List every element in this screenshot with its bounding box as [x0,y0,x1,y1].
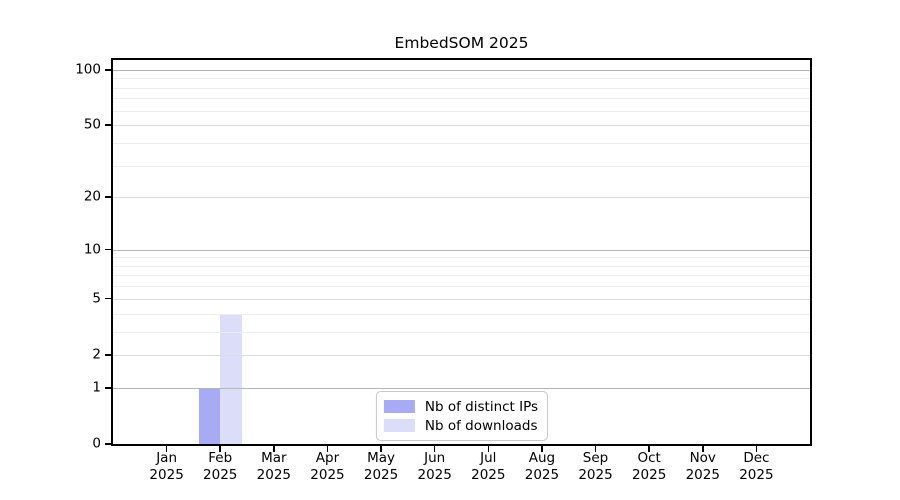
x-tick-month: Apr [315,450,340,466]
gridline [113,387,810,389]
gridline [113,275,810,277]
gridline [113,331,810,333]
x-tick-year: 2025 [471,466,506,483]
gridline [113,69,810,71]
y-tick-label: 50 [83,116,101,133]
x-tick-label: Nov 2025 [663,450,743,483]
y-tick-mark [105,354,113,356]
x-tick-mark [165,446,168,452]
y-tick-mark [105,297,113,300]
x-tick-label: Jun 2025 [395,450,475,483]
x-tick-mark [273,446,275,452]
x-tick-year: 2025 [685,466,720,483]
gridline [113,354,810,356]
x-tick-label: Jul 2025 [448,450,528,483]
x-tick-month: Jun [424,450,446,466]
gridline [113,87,810,89]
legend-label: Nb of downloads [424,417,538,434]
x-tick-month: Oct [637,450,661,466]
x-tick-label: Jan 2025 [127,450,207,483]
legend-swatch-distinct-ips [383,400,415,413]
gridline [113,78,810,80]
x-tick-label: Oct 2025 [609,450,689,483]
gridline [113,197,810,199]
x-tick-mark [755,446,758,452]
x-tick-month: Nov [689,450,716,466]
x-tick-year: 2025 [149,466,184,483]
gridline [113,298,810,300]
gridline [113,286,810,288]
x-tick-year: 2025 [256,466,292,483]
x-tick-mark [594,446,597,452]
x-tick-mark [648,446,650,452]
x-tick-label: Dec 2025 [716,450,796,483]
chart-title: EmbedSOM 2025 [394,34,529,52]
x-tick-month: Jan [156,450,178,466]
x-tick-year: 2025 [203,466,238,483]
x-tick-label: Sep 2025 [556,450,636,483]
gridline [113,98,810,100]
y-tick-label: 1 [92,379,101,396]
y-tick-mark [105,248,113,251]
gridline [113,313,810,315]
x-tick-month: Jul [480,450,497,466]
gridline [113,110,810,112]
gridline [113,165,810,167]
y-tick-label: 10 [83,241,101,258]
legend-item: Nb of downloads [383,416,538,435]
legend: Nb of distinct IPs Nb of downloads [375,391,549,441]
x-tick-label: May 2025 [341,450,421,483]
x-tick-year: 2025 [310,466,345,483]
gridline [113,142,810,144]
plot-area [113,60,810,444]
x-tick-year: 2025 [739,466,774,483]
x-tick-year: 2025 [631,466,667,483]
x-tick-mark [380,446,382,452]
x-tick-month: Feb [208,450,233,466]
legend-swatch-downloads [383,419,415,432]
x-tick-label: Apr 2025 [287,450,367,483]
x-tick-mark [326,446,329,452]
x-tick-label: Mar 2025 [234,450,314,483]
y-tick-label: 0 [92,435,101,452]
x-tick-year: 2025 [524,466,560,483]
x-tick-label: Feb 2025 [180,450,260,483]
y-tick-mark [105,387,113,389]
gridline [113,265,810,267]
x-tick-month: Dec [743,450,770,466]
x-tick-mark [487,446,490,452]
y-tick-label: 5 [92,290,101,307]
y-tick-mark [105,196,113,198]
x-tick-month: Mar [261,450,287,466]
x-tick-month: Sep [582,450,609,466]
y-tick-label: 20 [83,188,101,205]
y-tick-label: 2 [92,346,101,363]
x-tick-mark [541,446,543,452]
y-tick-mark [105,124,113,126]
x-tick-mark [433,446,436,452]
x-tick-year: 2025 [417,466,452,483]
legend-item: Nb of distinct IPs [383,397,539,416]
y-tick-mark [105,443,113,445]
y-tick-label: 100 [75,61,101,78]
x-tick-year: 2025 [578,466,613,483]
x-tick-year: 2025 [363,466,399,483]
bar-downloads [220,313,242,444]
gridline [113,249,810,251]
x-tick-label: Aug 2025 [502,450,582,483]
x-tick-mark [219,446,221,452]
gridline [113,257,810,259]
x-tick-month: Aug [528,450,556,466]
legend-label: Nb of distinct IPs [424,398,539,415]
y-tick-mark [105,69,113,71]
x-tick-month: May [367,450,396,466]
gridline [113,125,810,127]
x-tick-mark [702,446,704,452]
bar-distinct-ips [198,387,221,444]
